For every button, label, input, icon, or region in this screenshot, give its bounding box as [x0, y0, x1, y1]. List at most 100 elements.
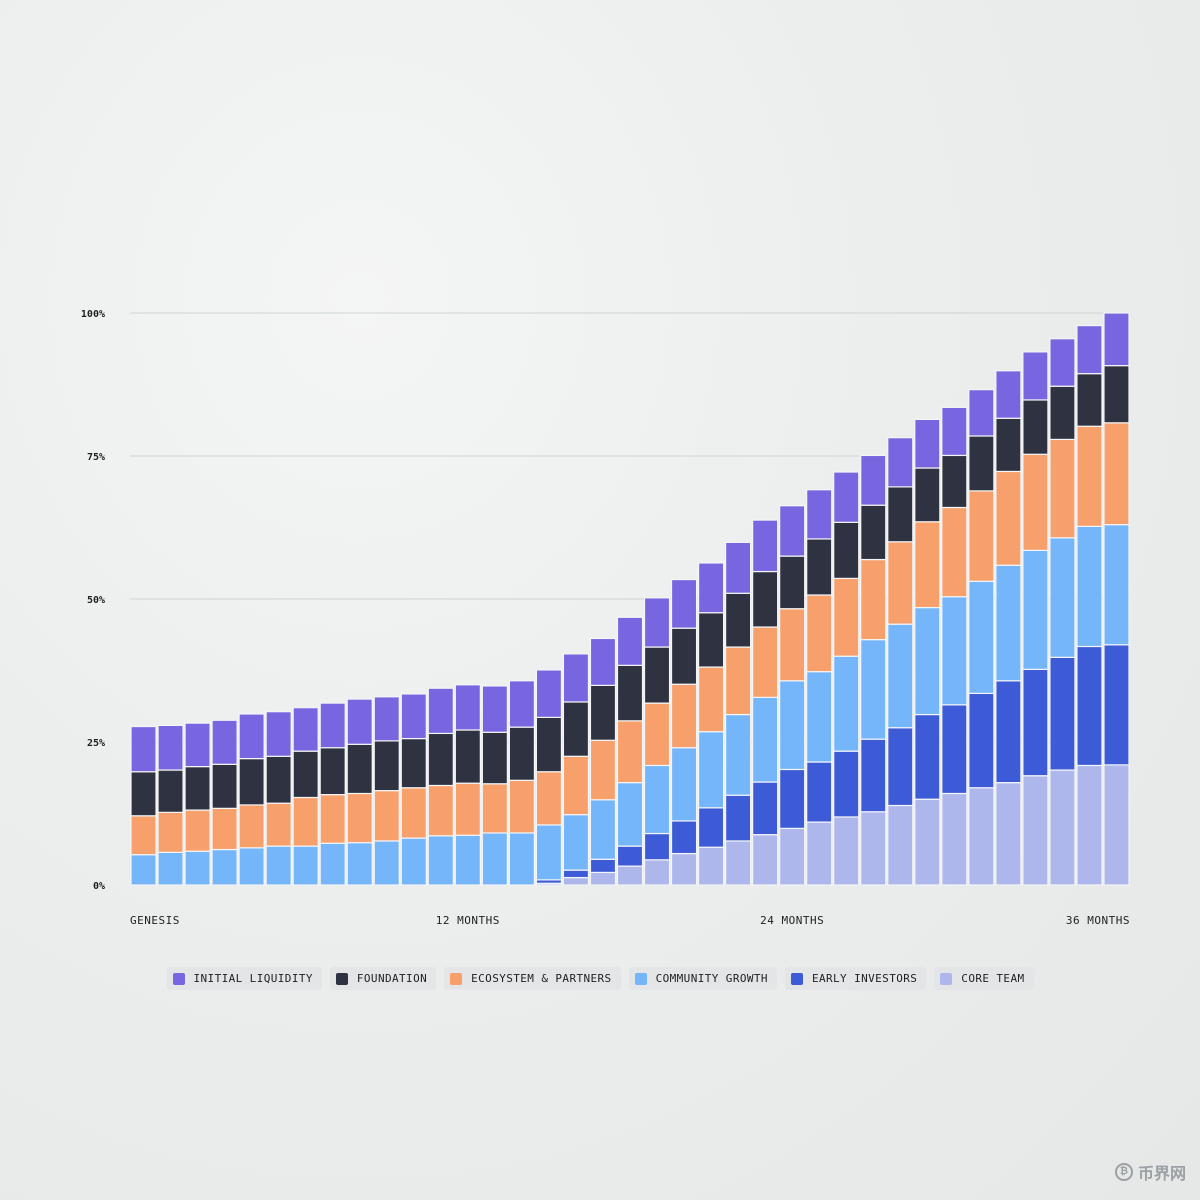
bar-segment [995, 782, 1022, 886]
bar-segment [995, 680, 1022, 784]
legend-swatch [172, 972, 185, 985]
bar-segment [887, 804, 914, 886]
bar-segment [157, 811, 184, 853]
bar-segment [1076, 373, 1103, 427]
legend-label: COMMUNITY GROWTH [655, 972, 768, 985]
bar-segment [1076, 525, 1103, 648]
x-tick-label: 36 MONTHS [1066, 914, 1130, 927]
bar-segment [130, 725, 157, 773]
bar-segment [887, 541, 914, 625]
bar-segment [697, 562, 725, 614]
bar-segment [833, 471, 860, 523]
bar-segment [562, 755, 590, 816]
bar-segment [1076, 764, 1103, 886]
bar-segment [1103, 644, 1130, 766]
bar-segment [562, 701, 590, 757]
bar-segment [968, 692, 995, 789]
bar-segment [724, 541, 752, 594]
bar-segment [589, 871, 617, 886]
legend-label: CORE TEAM [961, 972, 1025, 985]
legend-label: FOUNDATION [356, 972, 428, 985]
bar-segment [752, 519, 779, 573]
bar-segment [995, 417, 1022, 473]
bar-segment [1022, 399, 1049, 455]
bar-segment [157, 769, 184, 813]
legend-item-community-growth[interactable]: COMMUNITY GROWTH [628, 967, 777, 990]
bar-segment [211, 848, 238, 886]
bar-segment [589, 637, 617, 686]
bar-segment [643, 597, 671, 648]
bar-segment [373, 790, 400, 842]
bar-segment [400, 693, 427, 740]
bar-segment [1022, 775, 1049, 886]
bar-segment [1049, 385, 1076, 441]
bar-segment [1022, 351, 1049, 401]
bar-segment [373, 696, 400, 742]
bar-segment [779, 608, 806, 682]
bar-segment [400, 837, 427, 886]
bar-segment [724, 794, 752, 842]
bar-segment [319, 794, 346, 844]
bar-segment [779, 505, 806, 557]
bar-segment [1022, 549, 1049, 670]
bar-segment [535, 716, 563, 773]
bar-segment [1049, 537, 1076, 658]
bar-segment [995, 470, 1022, 566]
bar-segment [130, 771, 157, 817]
bar-segment [1049, 769, 1076, 886]
bar-segment [454, 729, 481, 784]
legend-item-initial-liquidity[interactable]: INITIAL LIQUIDITY [166, 967, 322, 990]
bar-segment [643, 832, 671, 861]
legend-item-early-investors[interactable]: EARLY INVESTORS [784, 967, 927, 990]
bar-segment [346, 743, 373, 795]
bar-segment [1103, 365, 1130, 424]
bar-segment [427, 732, 454, 787]
bar-segment [724, 840, 752, 886]
bar-segment [616, 720, 644, 784]
bar-segment [346, 698, 373, 745]
bar-segment [833, 521, 860, 580]
bar-segment [400, 737, 427, 789]
bar-segment [806, 489, 833, 540]
bars [130, 312, 1130, 886]
legend-label: INITIAL LIQUIDITY [193, 972, 313, 985]
bar-segment [157, 724, 184, 771]
bar-segment [238, 757, 265, 806]
bar-segment [1022, 453, 1049, 551]
bar-segment [1103, 312, 1130, 367]
bar-segment [211, 807, 238, 851]
bar-segment [752, 626, 779, 698]
bar-segment [130, 854, 157, 886]
bar-segment [562, 653, 590, 703]
bar-segment [941, 506, 968, 598]
bar-segment [1049, 656, 1076, 771]
y-tick-label: 75% [87, 452, 105, 463]
bar-segment [373, 840, 400, 886]
bar-segment [562, 876, 590, 886]
legend-label: EARLY INVESTORS [811, 972, 918, 985]
bar-segment [292, 845, 319, 886]
legend-item-ecosystem-partners[interactable]: ECOSYSTEM & PARTNERS [444, 967, 621, 990]
bar-segment [1022, 668, 1049, 777]
bar-segment [697, 731, 725, 809]
bar-segment [1049, 338, 1076, 387]
bar-segment [941, 596, 968, 706]
y-tick-label: 0% [93, 881, 105, 892]
bar-segment [319, 747, 346, 796]
bar-segment [562, 814, 590, 871]
bar-segment [670, 578, 698, 629]
bar-segment [806, 761, 833, 823]
bar-segment [481, 731, 508, 785]
legend: INITIAL LIQUIDITY FOUNDATION ECOSYSTEM &… [0, 967, 1200, 990]
bar-segment [860, 558, 887, 641]
bar-segment [941, 406, 968, 457]
bar-segment [752, 570, 779, 628]
legend-item-foundation[interactable]: FOUNDATION [329, 967, 437, 990]
bar-segment [697, 612, 725, 668]
bar-segment [806, 594, 833, 673]
bar-segment [265, 755, 292, 804]
bar-segment [535, 669, 563, 719]
legend-item-core-team[interactable]: CORE TEAM [934, 967, 1034, 990]
legend-swatch [940, 972, 953, 985]
bar-segment [968, 580, 995, 694]
